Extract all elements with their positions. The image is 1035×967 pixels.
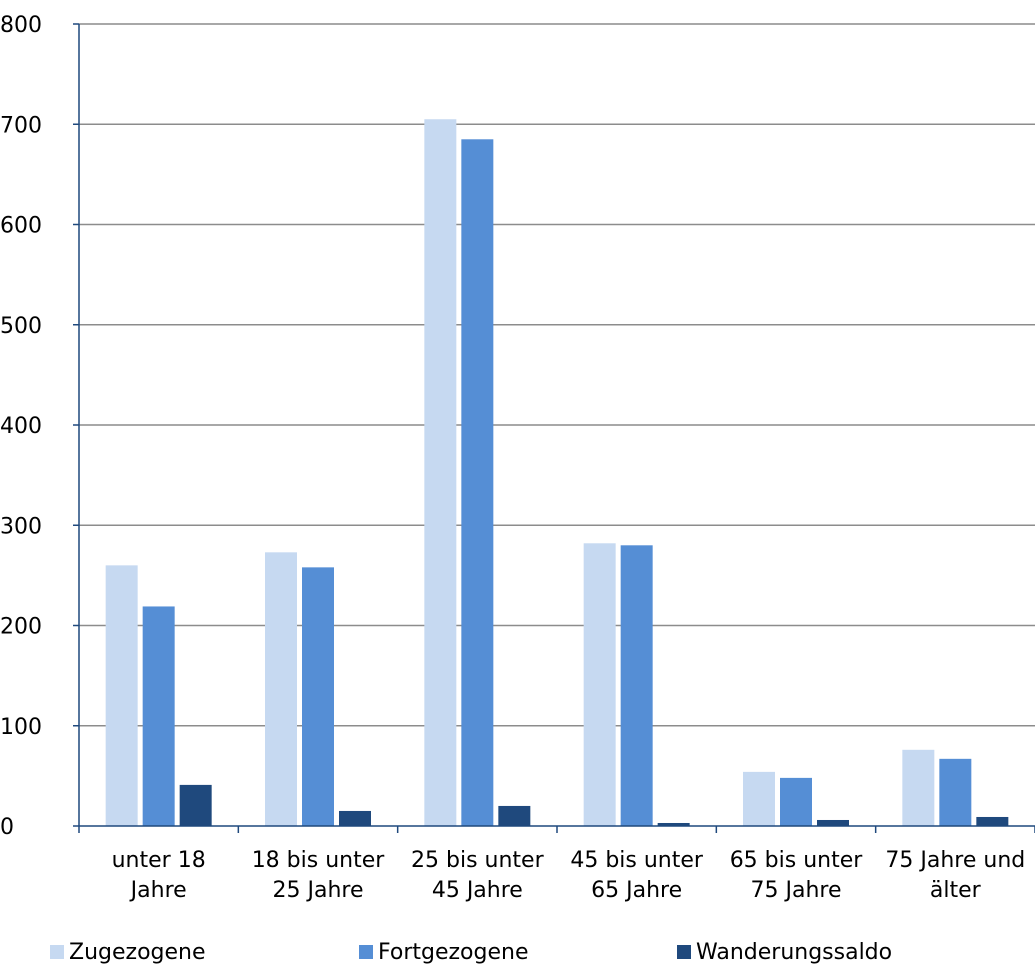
y-tick-label: 200 (0, 615, 42, 640)
x-category-label: 65 bis unter (730, 848, 864, 873)
legend: Zugezogene Fortgezogene Wanderungssaldo (50, 940, 892, 965)
bar-zugezogene (902, 749, 935, 826)
x-category-label: Jahre (129, 878, 187, 903)
bar-wanderungssaldo (179, 784, 212, 826)
legend-swatch-fortgezogene (359, 945, 373, 959)
x-category-label: 65 Jahre (591, 878, 682, 903)
bar-fortgezogene (620, 545, 653, 826)
bar-wanderungssaldo (976, 816, 1009, 826)
bar-fortgezogene (302, 567, 334, 826)
x-category-label: 45 Jahre (432, 878, 523, 903)
y-tick-label: 600 (0, 214, 42, 239)
bar-zugezogene (424, 119, 457, 827)
legend-swatch-wanderungssaldo (677, 945, 691, 959)
x-category-label: 45 bis unter (570, 848, 704, 873)
x-category-label: 75 Jahre und (885, 848, 1025, 873)
legend-label-zugezogene: Zugezogene (69, 940, 206, 965)
bar-zugezogene (105, 565, 138, 826)
y-tick-label: 0 (0, 815, 14, 840)
bar-fortgezogene (461, 139, 494, 827)
y-axis-tick-labels: 0 100 200 300 400 500 600 700 800 (0, 13, 42, 840)
x-category-label: unter 18 (112, 848, 206, 873)
x-category-label: 25 Jahre (273, 878, 364, 903)
bar-fortgezogene (939, 758, 972, 826)
x-category-label: 75 Jahre (751, 878, 842, 903)
bar-wanderungssaldo (657, 822, 690, 826)
bar-fortgezogene (142, 606, 175, 826)
bar-wanderungssaldo (339, 810, 371, 826)
y-tick-label: 700 (0, 113, 42, 138)
bar-zugezogene (265, 552, 297, 826)
x-category-label: 25 bis unter (411, 848, 545, 873)
y-tick-label: 300 (0, 514, 42, 539)
y-tick-label: 800 (0, 13, 42, 38)
legend-label-fortgezogene: Fortgezogene (378, 940, 529, 965)
y-tick-label: 500 (0, 314, 42, 339)
x-category-label: älter (930, 878, 982, 903)
legend-swatch-zugezogene (50, 945, 64, 959)
bar-zugezogene (743, 771, 775, 826)
legend-label-wanderungssaldo: Wanderungssaldo (696, 940, 892, 965)
x-axis-category-labels: unter 18 Jahre 18 bis unter 25 Jahre 25 bis … (112, 848, 1026, 903)
bar-series-group (105, 119, 1009, 827)
bar-wanderungssaldo (498, 805, 531, 826)
bar-zugezogene (583, 543, 616, 826)
bar-wanderungssaldo (817, 819, 849, 826)
bar-fortgezogene (780, 777, 812, 826)
gridlines (79, 23, 1035, 727)
axes (73, 23, 1035, 833)
y-tick-label: 400 (0, 414, 42, 439)
x-category-label: 18 bis unter (252, 848, 386, 873)
y-tick-label: 100 (0, 715, 42, 740)
